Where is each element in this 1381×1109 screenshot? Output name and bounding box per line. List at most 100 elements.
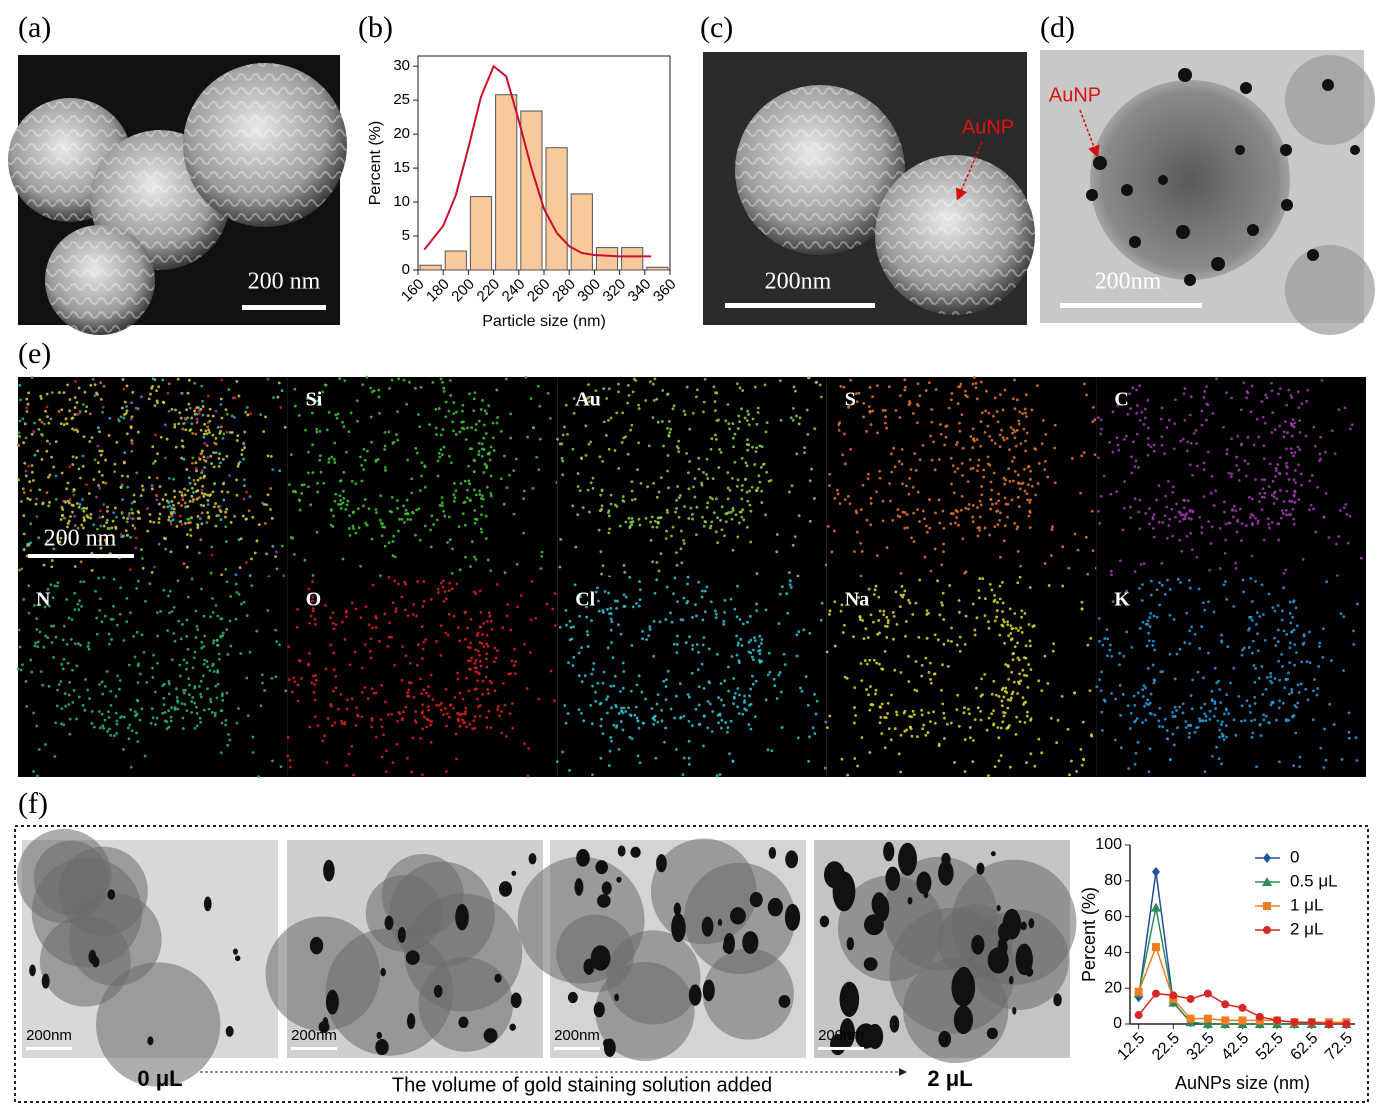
eds-dot — [120, 484, 124, 488]
eds-dot — [652, 399, 656, 402]
plot-frame — [417, 55, 671, 271]
eds-dot — [69, 515, 72, 518]
eds-dot — [173, 495, 177, 499]
eds-dot — [977, 589, 981, 592]
eds-dot — [1297, 463, 1300, 467]
eds-dot — [464, 438, 468, 441]
eds-dot — [181, 716, 185, 720]
eds-dot — [235, 439, 239, 442]
eds-dot — [1132, 694, 1136, 698]
eds-dot — [224, 525, 228, 529]
eds-dot — [622, 605, 626, 608]
eds-dot — [201, 405, 205, 408]
eds-dot — [1128, 392, 1131, 396]
eds-dot — [1213, 700, 1217, 704]
eds-dot — [162, 703, 166, 707]
eds-dot — [1130, 471, 1134, 475]
eds-dot — [1139, 563, 1143, 566]
eds-dot — [138, 672, 142, 676]
eds-dot — [851, 402, 855, 405]
eds-dot — [1022, 427, 1026, 431]
eds-dot — [1207, 600, 1210, 604]
eds-dot — [208, 494, 212, 498]
eds-dot — [641, 637, 644, 641]
eds-dot — [675, 643, 679, 646]
eds-dot — [731, 476, 734, 480]
eds-dot — [59, 518, 63, 521]
au-particle — [1020, 921, 1027, 931]
eds-dot — [206, 498, 210, 502]
eds-dot — [436, 591, 440, 594]
eds-dot — [1242, 590, 1245, 594]
eds-dot — [726, 665, 730, 669]
eds-dot — [712, 385, 716, 389]
eds-dot — [985, 728, 989, 732]
eds-dot — [405, 402, 409, 406]
eds-dot — [388, 387, 391, 390]
tem-series: 200nm 200nm 200nm 200nm — [16, 828, 1077, 1087]
eds-dot — [119, 415, 123, 419]
eds-dot — [136, 430, 140, 434]
eds-dot — [925, 524, 928, 528]
eds-dot — [212, 482, 216, 486]
eds-dot — [1103, 637, 1107, 640]
eds-dot — [1250, 735, 1254, 739]
eds-dot — [411, 511, 415, 515]
eds-dot — [52, 547, 56, 551]
eds-dot — [99, 453, 103, 457]
eds-dot — [1344, 503, 1348, 506]
eds-dot — [1089, 733, 1093, 737]
eds-dot — [1060, 695, 1064, 698]
eds-dot — [708, 702, 712, 706]
eds-dot — [183, 493, 187, 497]
eds-dot — [198, 685, 201, 688]
bar — [621, 247, 644, 271]
eds-dot — [1003, 388, 1007, 392]
eds-dot — [1017, 422, 1021, 426]
eds-dot — [113, 470, 117, 474]
eds-dot — [450, 587, 454, 591]
eds-dot — [1182, 392, 1186, 396]
eds-dot — [77, 695, 81, 699]
eds-dot — [695, 395, 698, 399]
eds-dot — [1359, 556, 1363, 560]
eds-dot — [740, 488, 744, 492]
eds-dot — [80, 523, 84, 527]
eds-dot — [992, 471, 996, 475]
eds-dot — [205, 444, 209, 447]
eds-dot — [130, 450, 134, 453]
eds-dot — [1269, 675, 1273, 679]
eds-dot — [420, 474, 423, 478]
au-particle — [998, 922, 1012, 943]
eds-dot — [1188, 731, 1191, 735]
eds-dot — [1009, 632, 1013, 635]
eds-dot — [216, 426, 220, 429]
eds-dot — [376, 457, 380, 461]
eds-dot — [99, 597, 102, 601]
eds-dot — [760, 659, 764, 663]
eds-dot — [109, 733, 113, 737]
eds-dot — [572, 655, 576, 659]
eds-dot — [755, 609, 759, 613]
eds-dot — [843, 462, 847, 466]
eds-dot — [899, 733, 903, 737]
eds-dot — [78, 503, 82, 506]
eds-dot — [609, 684, 613, 688]
eds-dot — [308, 725, 312, 729]
eds-dot — [1263, 638, 1267, 642]
eds-dot — [846, 495, 850, 498]
eds-dot — [1027, 623, 1031, 626]
eds-dot — [362, 504, 365, 508]
eds-dot — [92, 523, 96, 527]
eds-dot — [1183, 387, 1187, 391]
eds-dot — [451, 420, 454, 424]
eds-dot — [901, 510, 905, 514]
eds-dot — [1251, 600, 1254, 603]
eds-dot — [478, 714, 482, 718]
eds-dot — [233, 514, 237, 518]
eds-dot — [412, 695, 416, 699]
eds-dot — [1195, 464, 1199, 468]
eds-dot — [168, 589, 172, 593]
eds-dot — [1269, 703, 1273, 707]
eds-dot — [938, 613, 942, 617]
